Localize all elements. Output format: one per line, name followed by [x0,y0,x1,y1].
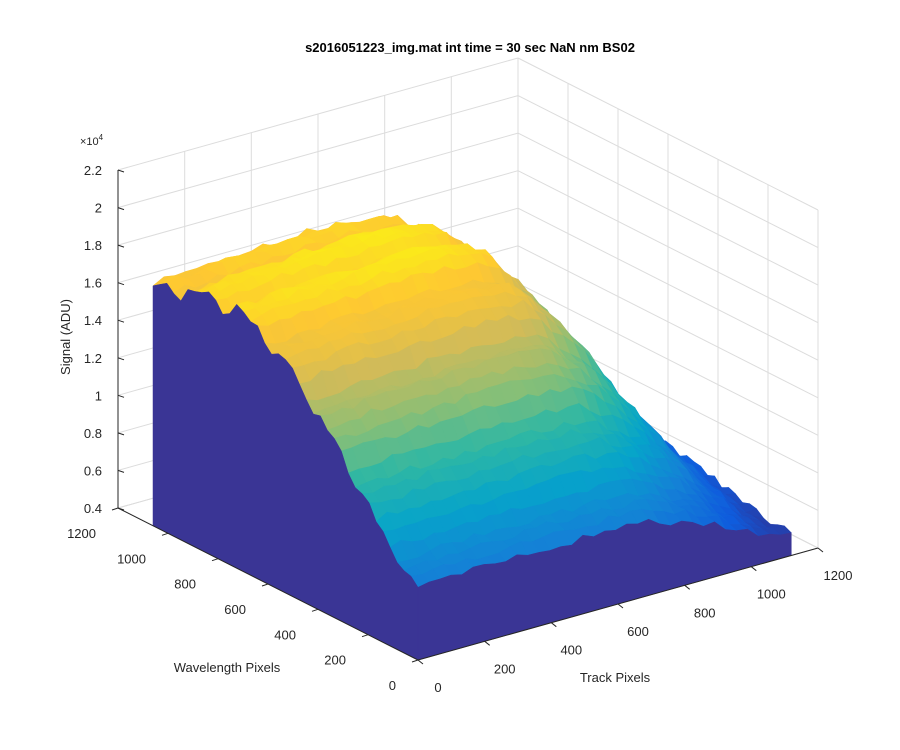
grid-line-z-left-wall [117,132,519,246]
x-tick-mark [617,603,624,609]
grid-line-z-right-wall [517,245,819,399]
y-tick-label-400: 400 [274,627,296,642]
x-tick-label-1200: 1200 [824,568,853,583]
z-tick-label-0.8: 0.8 [84,426,102,441]
grid-line-z-left-wall [117,95,519,209]
y-tick-mark [161,532,169,536]
z-tick-mark [117,432,125,436]
z-tick-mark [117,244,125,248]
z-tick-mark [117,357,125,361]
z-tick-label-1: 1 [95,388,102,403]
x-tick-mark [750,566,757,572]
z-tick-mark [117,394,125,398]
grid-line-z-left-wall [117,57,519,171]
z-tick-label-0.4: 0.4 [84,501,102,516]
y-tick-label-1000: 1000 [117,551,146,566]
x-tick-mark [817,547,824,553]
grid-line-z-right-wall [517,95,819,249]
z-tick-label-1.6: 1.6 [84,276,102,291]
y-tick-label-1200: 1200 [67,526,96,541]
grid-line-z-right-wall [517,132,819,286]
y-tick-label-600: 600 [224,602,246,617]
y-tick-mark [111,507,119,511]
y-tick-label-200: 200 [324,653,346,668]
y-tick-label-0: 0 [389,678,396,693]
x-tick-mark [684,584,691,590]
y-axis-label: Wavelength Pixels [174,660,281,675]
z-tick-label-2: 2 [95,201,102,216]
grid-line-z-right-wall [517,207,819,361]
x-tick-label-1000: 1000 [757,587,786,602]
z-tick-mark [117,319,125,323]
x-tick-mark [484,640,491,646]
x-tick-mark [417,659,424,665]
axes-lines [111,169,824,665]
x-axis-label: Track Pixels [580,670,651,685]
z-exponent-label: ×104 [80,133,104,148]
z-tick-label-1.2: 1.2 [84,351,102,366]
grid-line-z-right-wall [517,170,819,324]
grid-line-z-right-wall [517,282,819,436]
z-tick-label-0.6: 0.6 [84,463,102,478]
x-tick-label-800: 800 [694,605,716,620]
z-tick-label-1.8: 1.8 [84,238,102,253]
z-tick-mark [117,207,125,211]
chart-title: s2016051223_img.mat int time = 30 sec Na… [305,40,635,55]
z-tick-mark [117,169,125,173]
surface-skirt-wavelength-zero [417,518,792,661]
z-tick-mark [117,507,125,511]
x-tick-label-400: 400 [560,643,582,658]
y-tick-mark [211,558,219,562]
y-tick-mark [361,634,369,638]
grid-line-z-left-wall [117,170,519,284]
z-tick-mark [117,282,125,286]
y-tick-mark [411,659,419,663]
x-tick-label-0: 0 [434,680,441,695]
z-tick-mark [117,469,125,473]
z-axis-label: Signal (ADU) [58,299,73,375]
z-tick-label-1.4: 1.4 [84,313,102,328]
surface-mesh [152,214,792,661]
x-tick-label-600: 600 [627,624,649,639]
z-tick-label-2.2: 2.2 [84,163,102,178]
y-tick-mark [261,583,269,587]
grid-line-z-right-wall [517,57,819,211]
y-tick-label-800: 800 [174,577,196,592]
surface-skirt-track-zero [152,282,419,661]
x-tick-label-200: 200 [494,661,516,676]
y-tick-mark [311,608,319,612]
x-tick-mark [550,622,557,628]
tick-labels: 0200400600800100012000200400600800100012… [67,163,852,695]
